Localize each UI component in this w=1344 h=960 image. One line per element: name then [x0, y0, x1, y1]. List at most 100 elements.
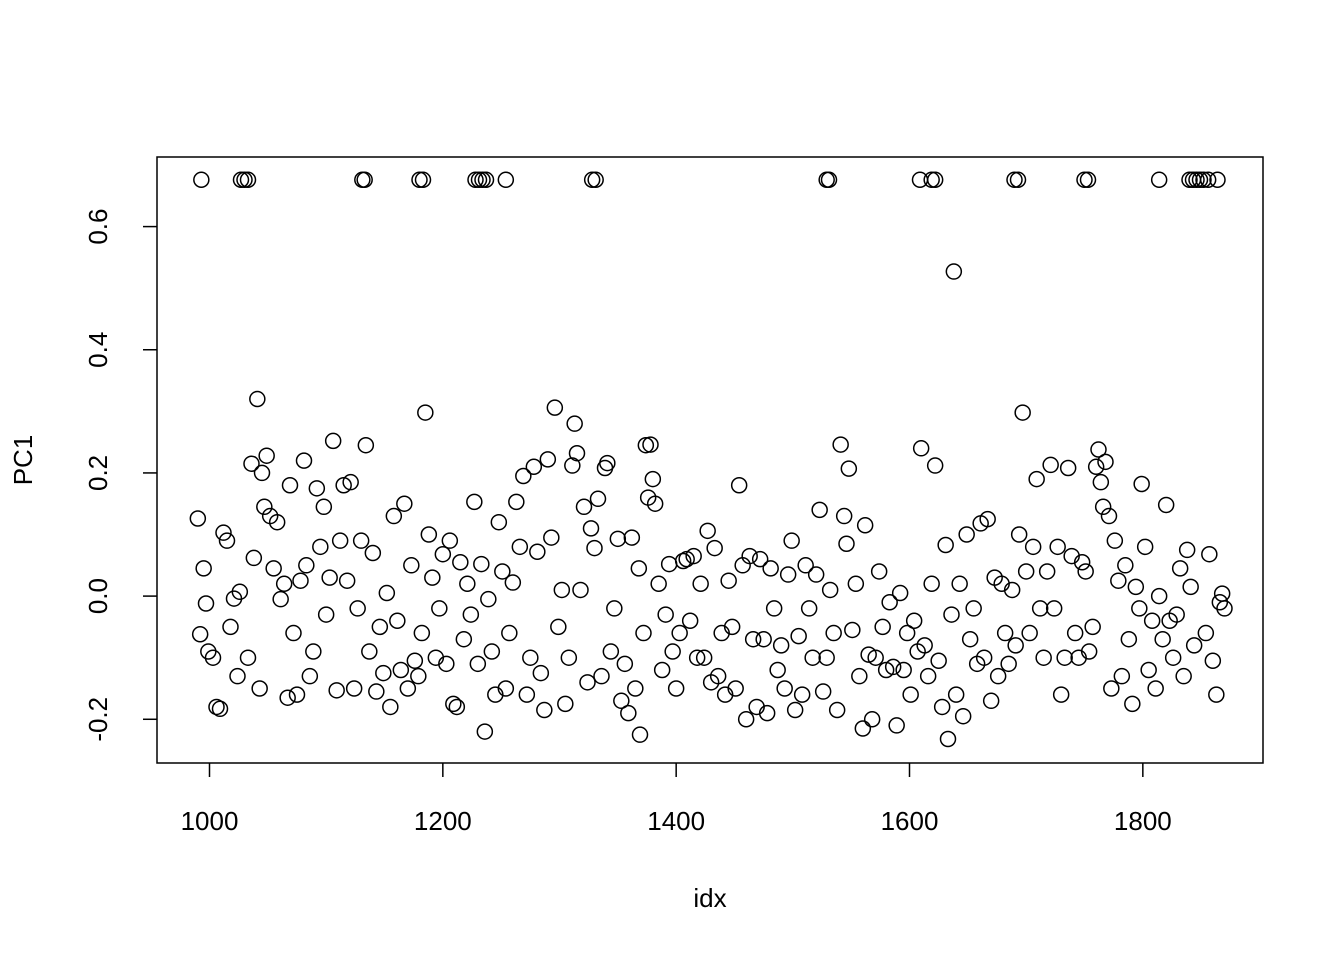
point — [268, 513, 286, 531]
point — [783, 532, 800, 549]
point — [476, 723, 494, 740]
point — [258, 447, 275, 464]
point — [218, 532, 236, 549]
point — [518, 686, 536, 703]
point — [1182, 578, 1199, 596]
point — [660, 555, 678, 573]
point — [462, 606, 480, 623]
point — [664, 643, 681, 660]
point — [371, 618, 389, 636]
point — [529, 543, 546, 561]
point — [996, 624, 1014, 642]
point — [511, 538, 529, 556]
point — [1131, 600, 1148, 617]
x-tick-label: 1000 — [181, 806, 239, 836]
y-tick-label: 0.6 — [83, 209, 113, 245]
point — [844, 621, 861, 639]
point — [657, 606, 674, 623]
point — [644, 470, 662, 488]
point — [560, 649, 578, 666]
point — [772, 637, 790, 654]
point — [653, 661, 671, 679]
point — [413, 624, 431, 642]
point — [1106, 532, 1124, 549]
point — [490, 513, 508, 531]
point — [1124, 695, 1141, 713]
point — [470, 171, 488, 189]
point — [856, 517, 874, 534]
point — [982, 692, 1000, 710]
point — [943, 606, 960, 623]
point — [579, 674, 596, 691]
point — [474, 171, 491, 189]
point — [1204, 652, 1222, 670]
point — [602, 643, 620, 660]
point — [375, 664, 392, 682]
point — [674, 552, 692, 570]
point — [525, 458, 543, 476]
point — [288, 686, 306, 703]
point — [232, 171, 250, 189]
point — [497, 680, 515, 697]
point — [1201, 545, 1218, 563]
y-axis-label: PC1 — [8, 435, 38, 486]
point — [389, 612, 406, 629]
point — [776, 680, 793, 697]
point — [459, 575, 476, 593]
point — [1092, 473, 1110, 491]
point — [1168, 606, 1185, 623]
point — [867, 649, 884, 666]
point — [279, 689, 296, 706]
point — [671, 624, 688, 642]
point — [1171, 560, 1189, 577]
point — [434, 545, 452, 563]
point — [646, 495, 664, 512]
point — [685, 547, 702, 565]
point — [331, 532, 349, 549]
point — [368, 683, 385, 700]
point — [593, 667, 610, 685]
point — [762, 560, 779, 577]
point — [582, 520, 600, 537]
point — [765, 600, 783, 617]
point — [285, 624, 302, 642]
point — [874, 618, 891, 636]
point — [328, 682, 345, 699]
point — [835, 507, 853, 525]
point — [828, 701, 846, 719]
point — [424, 569, 441, 586]
point — [256, 498, 273, 516]
point — [758, 704, 776, 722]
point — [1021, 624, 1038, 642]
point — [1084, 618, 1101, 636]
point — [709, 667, 727, 685]
point — [414, 171, 432, 189]
point — [253, 464, 271, 482]
point — [1094, 498, 1112, 516]
point — [1216, 600, 1233, 617]
point — [635, 624, 652, 642]
point — [239, 649, 257, 666]
x-axis-label: idx — [693, 883, 726, 913]
point — [620, 704, 637, 722]
point — [818, 649, 835, 666]
point — [840, 460, 858, 477]
point — [410, 667, 427, 685]
point — [804, 649, 821, 666]
point — [807, 566, 825, 583]
y-tick-label: -0.2 — [83, 697, 113, 742]
point — [1199, 171, 1217, 189]
point — [779, 566, 797, 583]
point — [1100, 507, 1118, 525]
point — [737, 711, 755, 728]
point — [989, 667, 1007, 685]
point — [926, 171, 944, 189]
point — [919, 667, 937, 685]
point — [222, 618, 239, 636]
point — [522, 649, 539, 666]
point — [399, 680, 417, 697]
point — [345, 680, 363, 697]
point — [452, 553, 469, 571]
point — [637, 436, 655, 454]
point — [564, 457, 581, 474]
